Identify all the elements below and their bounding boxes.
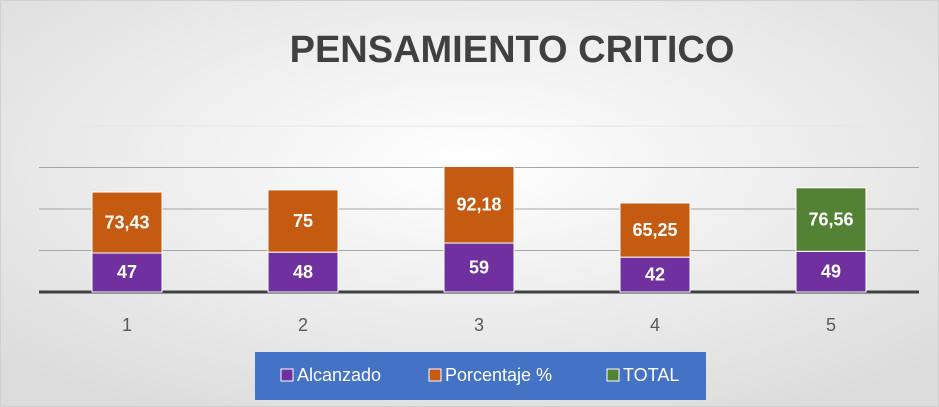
data-label: 49 (821, 261, 841, 281)
bar-segment (619, 202, 691, 258)
bar-segment (267, 189, 339, 253)
legend-swatch (428, 368, 442, 382)
bar-segment (619, 256, 691, 293)
legend-swatch (280, 368, 294, 382)
bar-segment (443, 166, 515, 244)
bar-segment (795, 187, 867, 252)
data-label: 76,56 (808, 209, 853, 229)
legend-box (255, 352, 706, 400)
data-label: 42 (645, 264, 665, 284)
x-tick-label: 3 (474, 315, 484, 335)
data-label: 73,43 (104, 212, 149, 232)
legend-label: Porcentaje % (445, 365, 552, 385)
bar-segment (91, 252, 163, 293)
data-label: 47 (117, 262, 137, 282)
data-label: 75 (293, 211, 313, 231)
x-tick-label: 2 (298, 315, 308, 335)
bar-segment (91, 191, 163, 254)
data-label: 59 (469, 257, 489, 277)
x-tick-label: 1 (122, 315, 132, 335)
x-tick-label: 5 (826, 315, 836, 335)
data-label: 65,25 (632, 220, 677, 240)
legend-swatch (606, 368, 620, 382)
x-tick-label: 4 (650, 315, 660, 335)
legend-label: Alcanzado (297, 365, 381, 385)
bar-segment (795, 250, 867, 293)
chart-title: PENSAMIENTO CRITICO (290, 29, 735, 71)
data-label: 92,18 (456, 195, 501, 215)
legend-label: TOTAL (623, 365, 679, 385)
data-label: 48 (293, 262, 313, 282)
